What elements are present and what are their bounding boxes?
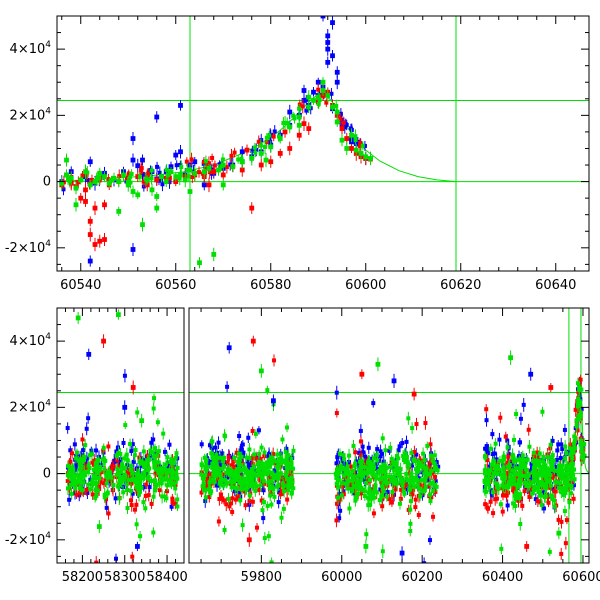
model-curve — [57, 91, 457, 183]
x-tick-label: 58400 — [146, 570, 187, 585]
plot-frame — [56, 15, 590, 272]
y-tick-label: -2×104 — [5, 239, 51, 256]
outliers — [75, 309, 145, 552]
data-point — [344, 7, 349, 12]
plot-area-segment — [57, 309, 184, 563]
x-tick-label: 60540 — [60, 278, 101, 293]
y-tick-label: 4×104 — [10, 40, 52, 57]
x-tick-label: 60620 — [440, 278, 481, 293]
x-tick-label: 58200 — [62, 570, 103, 585]
top-panel: 60540 60560 60580 60600 60620 60640 -2×104 0 2×1… — [5, 7, 590, 293]
series-red — [59, 83, 373, 252]
bottom-panel: 58200 58300 58400 59800 60000 60200 60400 60600… — [5, 307, 600, 585]
data-point — [268, 564, 272, 568]
x-tick-label: 60640 — [535, 278, 576, 293]
plot-area-segment — [189, 308, 589, 568]
x-tick-label: 58300 — [104, 570, 145, 585]
series-green — [199, 377, 587, 568]
x-tick-label: 60560 — [155, 278, 196, 293]
plot-frame-segment — [56, 307, 185, 564]
series-green — [59, 77, 373, 269]
series-green — [65, 393, 180, 542]
series-blue — [59, 7, 369, 267]
y-tick-label: 2×104 — [10, 106, 52, 123]
y-tick-label: 0 — [43, 175, 51, 190]
x-tick-label: 60600 — [345, 278, 386, 293]
model-curve — [580, 387, 589, 474]
x-tick-label: 60580 — [250, 278, 291, 293]
plot-area — [57, 7, 589, 271]
